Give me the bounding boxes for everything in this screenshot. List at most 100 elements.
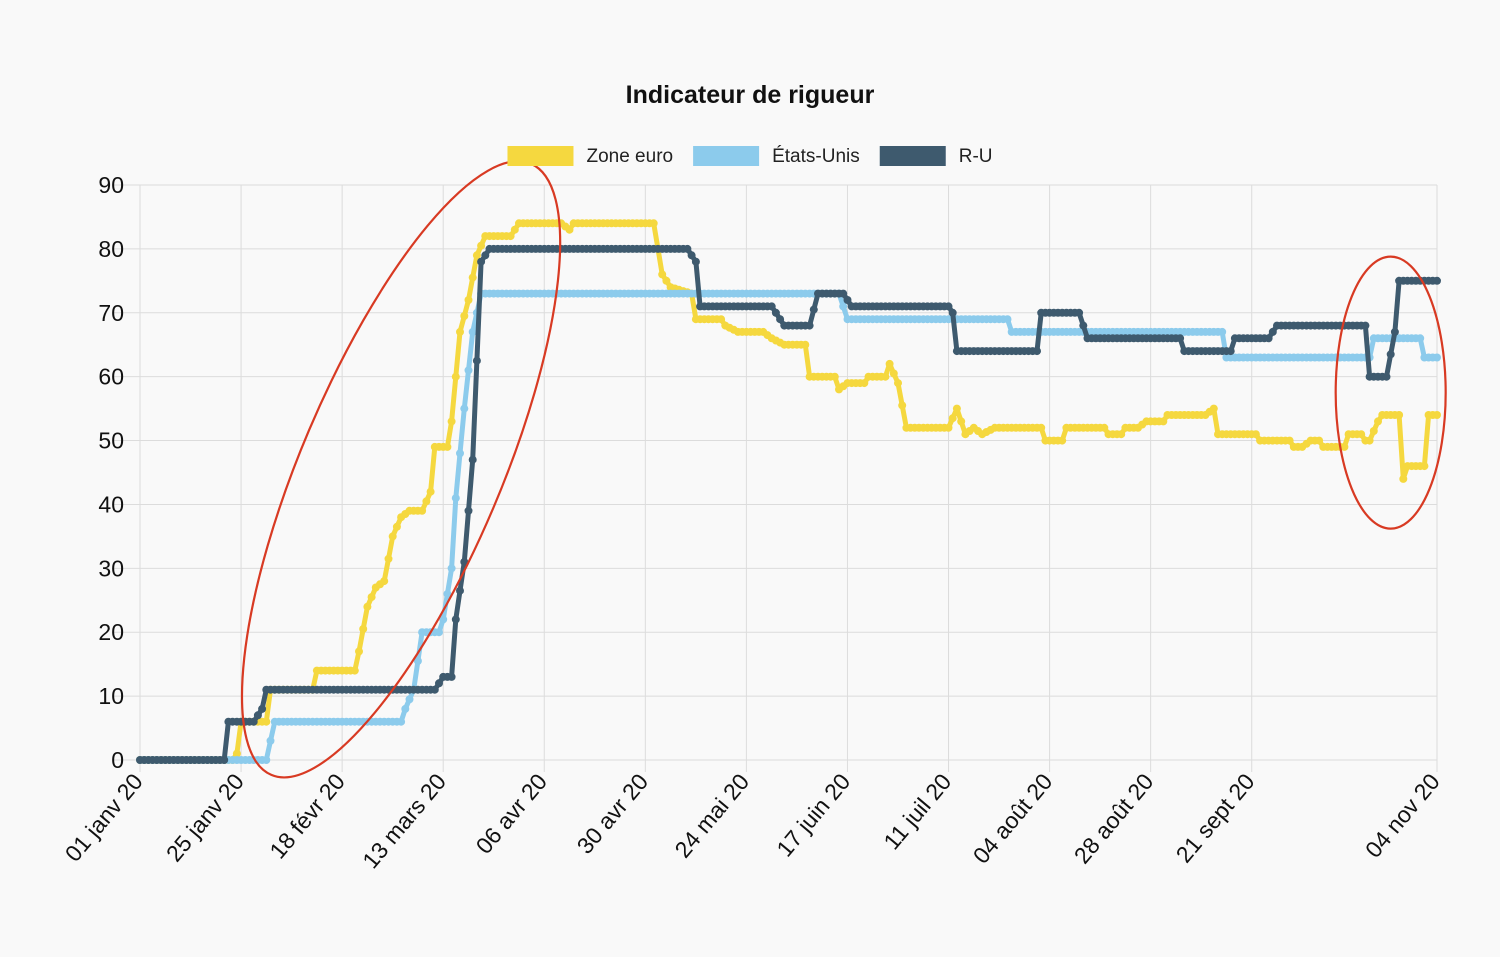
data-point xyxy=(477,257,486,266)
data-point xyxy=(451,494,460,503)
data-point xyxy=(662,276,671,285)
data-point xyxy=(1395,411,1404,419)
y-tick-label: 70 xyxy=(98,300,124,326)
data-point xyxy=(1315,436,1324,445)
y-tick-label: 80 xyxy=(98,236,124,262)
data-point xyxy=(1226,347,1235,356)
data-point xyxy=(426,487,435,496)
data-point xyxy=(460,312,469,320)
legend-label: États-Unis xyxy=(772,146,860,167)
legend-item[interactable]: R-U xyxy=(879,146,993,167)
data-point xyxy=(1033,347,1041,356)
x-tick-label: 04 nov 20 xyxy=(1360,769,1445,863)
data-point xyxy=(830,372,839,381)
y-tick-label: 20 xyxy=(98,619,124,645)
data-point xyxy=(359,625,368,633)
data-point xyxy=(881,372,890,381)
data-point xyxy=(1433,353,1441,362)
y-tick-label: 10 xyxy=(98,683,124,709)
grid-layer xyxy=(112,184,1438,772)
data-point xyxy=(464,366,473,375)
data-point xyxy=(801,340,810,349)
data-point xyxy=(363,602,372,611)
x-tick-label: 28 août 20 xyxy=(1069,769,1159,869)
data-point xyxy=(249,717,258,726)
data-point xyxy=(472,251,481,260)
data-point xyxy=(435,628,443,637)
data-point xyxy=(262,756,271,764)
series-layer xyxy=(136,219,1441,764)
data-point xyxy=(1176,334,1185,343)
data-point xyxy=(447,672,456,681)
data-point xyxy=(839,302,848,311)
data-point xyxy=(443,442,452,451)
data-point xyxy=(472,356,481,365)
series-2 xyxy=(136,244,1441,764)
data-point xyxy=(418,506,427,515)
data-point xyxy=(1100,423,1109,432)
data-point xyxy=(510,225,519,234)
data-point xyxy=(397,717,406,726)
data-point xyxy=(232,749,241,758)
data-point xyxy=(860,379,869,388)
data-point xyxy=(1369,427,1378,435)
data-point xyxy=(805,321,814,330)
data-point xyxy=(952,404,961,413)
data-point xyxy=(1374,417,1382,426)
data-point xyxy=(439,615,448,624)
legend-swatch xyxy=(879,146,946,166)
data-point xyxy=(1003,315,1012,324)
legend-label: Zone euro xyxy=(586,146,673,167)
legend-item[interactable]: Zone euro xyxy=(507,146,673,167)
data-point xyxy=(957,417,966,426)
series-line xyxy=(137,220,1440,763)
data-point xyxy=(355,647,363,656)
data-point xyxy=(460,557,469,566)
data-point xyxy=(451,615,460,624)
data-point xyxy=(1386,350,1395,359)
data-point xyxy=(1340,442,1349,451)
data-point xyxy=(435,679,443,688)
data-point xyxy=(1361,321,1370,330)
data-point xyxy=(451,372,460,381)
data-point xyxy=(468,327,477,336)
data-point xyxy=(1075,308,1084,317)
data-point xyxy=(683,244,692,253)
data-point xyxy=(944,302,953,311)
data-point xyxy=(948,308,957,317)
highlight-ellipse xyxy=(240,160,562,779)
data-point xyxy=(253,711,262,720)
data-point xyxy=(885,359,894,368)
data-point xyxy=(405,695,414,704)
data-point xyxy=(839,289,848,298)
data-point xyxy=(443,589,452,598)
data-point xyxy=(1399,474,1408,483)
x-tick-label: 01 janv 20 xyxy=(60,769,148,867)
data-point xyxy=(649,219,658,228)
data-point xyxy=(1285,436,1294,445)
data-point xyxy=(658,270,667,279)
data-point xyxy=(392,522,401,531)
data-point xyxy=(447,417,456,426)
data-point xyxy=(430,685,439,694)
y-tick-label: 30 xyxy=(98,555,124,581)
annotation-layer xyxy=(240,160,1447,779)
data-point xyxy=(367,593,376,602)
legend-item[interactable]: États-Unis xyxy=(693,146,860,167)
x-tick-label: 30 avr 20 xyxy=(572,769,654,859)
x-tick-label: 04 août 20 xyxy=(968,769,1058,869)
data-point xyxy=(771,308,780,317)
data-point xyxy=(422,497,431,506)
data-point xyxy=(464,506,473,515)
data-point xyxy=(1058,436,1067,445)
data-point xyxy=(384,554,393,563)
data-point xyxy=(1264,334,1273,343)
data-point xyxy=(464,296,473,304)
data-point xyxy=(1218,327,1227,336)
legend-swatch xyxy=(693,146,760,166)
data-point xyxy=(776,315,785,324)
x-tick-label: 24 mai 20 xyxy=(669,769,754,863)
data-point xyxy=(262,717,271,726)
data-point xyxy=(1365,436,1374,445)
